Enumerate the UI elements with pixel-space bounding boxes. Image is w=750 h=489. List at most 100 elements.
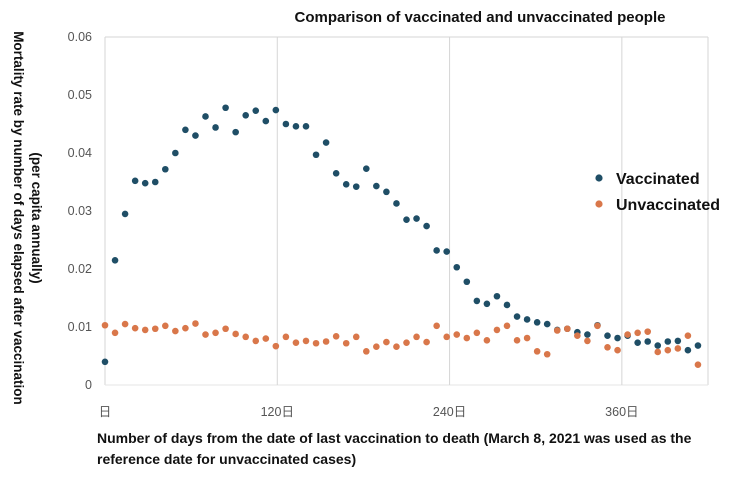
- unvaccinated-point: [553, 327, 561, 334]
- y-tick-label: 0.05: [68, 88, 92, 102]
- vaccinated-point: [363, 165, 370, 172]
- vaccinated-point: [292, 123, 300, 130]
- y-axis-label: Mortality rate by number of days elapsed…: [11, 31, 44, 405]
- vaccinated-point: [302, 123, 310, 130]
- y-tick-label: 0.03: [68, 204, 92, 218]
- unvaccinated-point: [282, 333, 290, 341]
- vaccinated-point: [352, 183, 360, 190]
- unvaccinated-point: [342, 339, 350, 347]
- unvaccinated-point: [232, 330, 239, 338]
- unvaccinated-point: [242, 333, 249, 341]
- legend: Vaccinated Unvaccinated: [595, 171, 720, 214]
- unvaccinated-point: [312, 339, 320, 347]
- unvaccinated-point: [564, 325, 571, 333]
- vaccinated-point: [111, 257, 119, 264]
- y-tick-label: 0.06: [68, 30, 92, 44]
- vaccinated-point: [393, 200, 400, 207]
- vaccinated-point: [172, 149, 179, 157]
- vaccinated-point: [614, 334, 621, 342]
- vaccinated-point: [513, 313, 521, 320]
- unvaccinated-point: [674, 345, 682, 352]
- legend-marker-unvaccinated: [595, 200, 603, 208]
- vaccinated-point: [584, 331, 591, 338]
- vaccinated-point: [403, 216, 410, 223]
- vaccinated-point: [644, 338, 651, 345]
- unvaccinated-point: [654, 348, 662, 356]
- vaccinated-point: [312, 151, 320, 159]
- unvaccinated-point: [101, 321, 109, 329]
- unvaccinated-point: [664, 346, 672, 354]
- vaccinated-point: [533, 319, 541, 326]
- unvaccinated-point: [322, 338, 330, 345]
- vaccinated-point: [664, 338, 672, 345]
- vaccinated-point: [222, 104, 229, 112]
- vaccinated-point: [101, 358, 109, 366]
- x-tick-label: 日: [99, 405, 112, 419]
- unvaccinated-point: [202, 331, 209, 338]
- unvaccinated-point: [413, 333, 420, 341]
- unvaccinated-point: [624, 331, 631, 338]
- unvaccinated-point: [222, 325, 229, 333]
- vaccinated-point: [232, 128, 239, 136]
- vaccinated-point: [332, 170, 340, 177]
- vaccinated-point: [151, 178, 159, 186]
- vaccinated-point: [262, 117, 270, 125]
- unvaccinated-point: [272, 342, 280, 350]
- x-axis-label: Number of days from the date of last vac…: [97, 430, 692, 467]
- vaccinated-point: [162, 165, 169, 173]
- unvaccinated-point: [584, 337, 591, 345]
- vaccinated-point: [192, 132, 199, 139]
- vaccinated-point: [674, 337, 682, 345]
- vaccinated-point: [252, 107, 260, 114]
- vaccinated-point: [423, 222, 430, 230]
- y-axis-label-line2: (per capita annually): [29, 152, 44, 283]
- vaccinated-point: [443, 248, 451, 255]
- vaccinated-point: [282, 120, 290, 128]
- unvaccinated-point: [543, 350, 551, 358]
- unvaccinated-point: [172, 327, 179, 335]
- unvaccinated-point: [423, 338, 430, 346]
- vaccinated-point: [684, 346, 692, 354]
- unvaccinated-point: [383, 338, 390, 346]
- unvaccinated-point: [493, 326, 501, 334]
- unvaccinated-point: [604, 344, 611, 351]
- unvaccinated-point: [141, 326, 149, 334]
- y-tick-label: 0.02: [68, 262, 92, 276]
- unvaccinated-point: [182, 324, 189, 332]
- unvaccinated-point: [634, 329, 641, 337]
- unvaccinated-point: [111, 329, 119, 337]
- vaccinated-point: [141, 179, 149, 187]
- unvaccinated-point: [694, 361, 702, 369]
- unvaccinated-point: [574, 332, 581, 340]
- unvaccinated-point: [162, 322, 169, 330]
- y-tick-label: 0: [85, 378, 92, 392]
- unvaccinated-point: [262, 335, 270, 342]
- vaccinated-point: [131, 177, 139, 185]
- legend-label-unvaccinated: Unvaccinated: [616, 197, 720, 214]
- unvaccinated-point: [523, 334, 531, 342]
- vaccinated-point: [182, 126, 189, 134]
- x-tick-label: 240日: [433, 405, 466, 419]
- vaccinated-point: [202, 113, 209, 120]
- unvaccinated-point: [151, 325, 159, 333]
- vaccinated-point: [413, 215, 420, 222]
- vaccinated-point: [433, 247, 440, 254]
- unvaccinated-point: [252, 337, 260, 345]
- y-axis-label-line1: Mortality rate by number of days elapsed…: [11, 31, 26, 405]
- vaccinated-point: [604, 332, 611, 340]
- unvaccinated-point: [684, 332, 692, 340]
- legend-marker-vaccinated: [595, 174, 603, 182]
- vaccinated-point: [634, 339, 641, 346]
- chart-title: Comparison of vaccinated and unvaccinate…: [295, 9, 666, 26]
- vaccinated-point: [543, 320, 551, 328]
- unvaccinated-point: [212, 329, 219, 337]
- unvaccinated-point: [443, 333, 451, 341]
- vaccinated-point: [463, 278, 471, 286]
- unvaccinated-point: [373, 343, 380, 351]
- unvaccinated-point: [302, 337, 310, 345]
- plot-area: 日 120日 240日 360日 0 0.01 0.02 0.03 0.04 0.05 0.06: [68, 30, 709, 419]
- unvaccinated-point: [403, 339, 410, 346]
- vaccinated-point: [342, 181, 350, 188]
- unvaccinated-point: [473, 329, 481, 337]
